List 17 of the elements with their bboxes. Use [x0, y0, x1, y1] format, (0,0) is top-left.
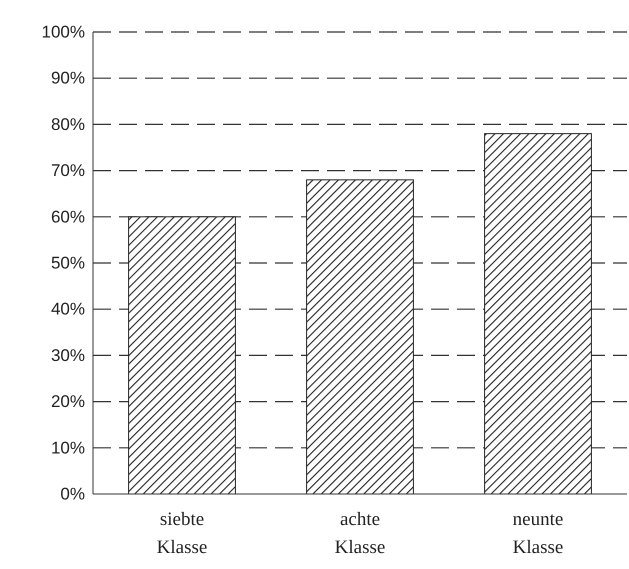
x-tick-label: achte Klasse: [334, 509, 386, 558]
y-tick-label: 80%: [50, 114, 85, 134]
y-tick-label: 70%: [50, 161, 85, 180]
y-tick-label: 40%: [50, 300, 85, 319]
y-tick-label: 0%: [60, 484, 85, 504]
bar: [306, 179, 414, 494]
x-tick-label: neunte Klasse: [512, 509, 564, 558]
y-tick-label: 60%: [50, 207, 85, 226]
x-tick-label: siebte Klasse: [156, 509, 208, 558]
bar: [484, 133, 592, 494]
bar: [128, 216, 236, 494]
y-tick-label: 10%: [50, 438, 85, 458]
y-tick-label: 30%: [50, 346, 85, 365]
y-tick-label: 50%: [50, 253, 85, 272]
y-tick-label: 20%: [50, 392, 85, 412]
y-tick-label: 90%: [50, 68, 85, 88]
y-tick-label: 100%: [42, 22, 85, 42]
